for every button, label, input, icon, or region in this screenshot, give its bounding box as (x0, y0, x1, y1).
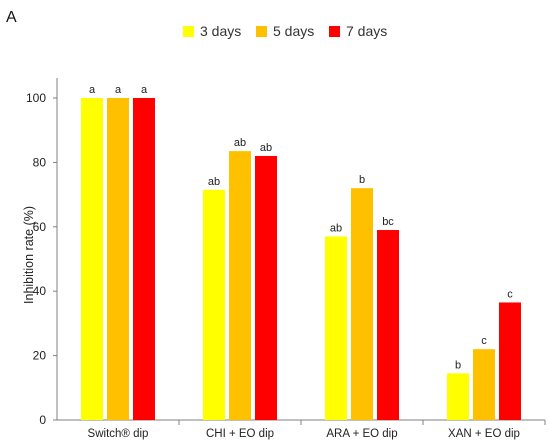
data-label: b (455, 359, 461, 371)
legend: 3 days 5 days 7 days (183, 23, 387, 39)
bar (203, 189, 225, 420)
y-axis-label: Inhibition rate (%) (22, 206, 36, 304)
y-tick-label: 20 (33, 349, 47, 363)
bar (473, 349, 495, 420)
y-tick-label: 40 (33, 284, 47, 298)
legend-swatch (183, 26, 194, 37)
panel-label: A (6, 9, 17, 26)
data-label: a (89, 84, 96, 96)
x-tick-label: Switch® dip (88, 428, 149, 440)
axes: 0 20 40 60 80 100 Switch® dip CHI + EO dip ARA +… (26, 78, 546, 440)
data-label: ab (330, 222, 342, 234)
data-label: c (481, 335, 487, 347)
bar (107, 98, 129, 420)
legend-label: 3 days (200, 23, 241, 39)
y-tick-label: 60 (33, 220, 47, 234)
x-tick-label: XAN + EO dip (448, 428, 520, 440)
bar (81, 98, 103, 420)
bar (133, 98, 155, 420)
bar (229, 151, 251, 420)
data-label: c (507, 288, 513, 300)
bar (325, 236, 347, 420)
data-label: a (141, 84, 148, 96)
y-tick-label: 0 (39, 413, 46, 427)
legend-label: 5 days (273, 23, 314, 39)
y-tick-label: 80 (33, 155, 47, 169)
legend-swatch (256, 26, 267, 37)
bar (499, 302, 521, 420)
bar (377, 230, 399, 420)
data-label: b (359, 174, 365, 186)
y-tick-label: 100 (26, 91, 46, 105)
data-label: bc (382, 216, 394, 228)
legend-swatch (329, 26, 340, 37)
x-tick-label: CHI + EO dip (206, 428, 274, 440)
bar (351, 188, 373, 420)
data-label: ab (208, 176, 220, 188)
data-label: ab (260, 142, 272, 154)
legend-label: 7 days (346, 23, 387, 39)
bar (255, 155, 277, 420)
bar (447, 373, 469, 420)
x-tick-label: ARA + EO dip (326, 428, 397, 440)
data-label: ab (234, 137, 246, 149)
data-label: a (115, 84, 122, 96)
